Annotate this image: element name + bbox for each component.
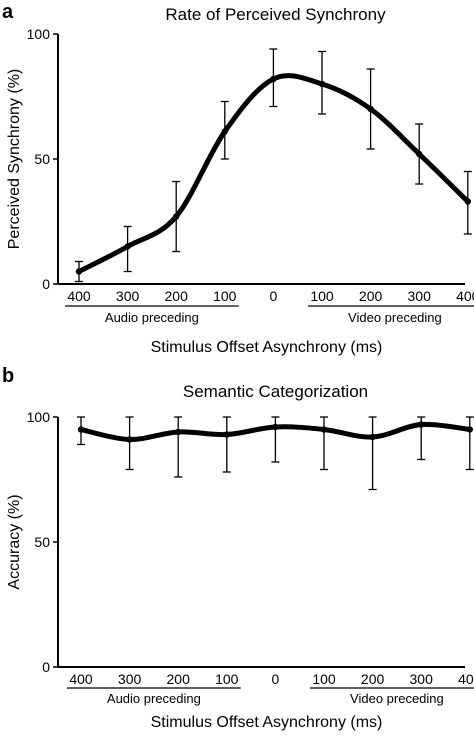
x-tick-label: 300 bbox=[116, 288, 140, 304]
group-label: Audio preceding bbox=[105, 310, 199, 325]
data-point bbox=[369, 433, 376, 441]
x-tick-label: 200 bbox=[359, 288, 383, 304]
data-point bbox=[173, 213, 180, 220]
data-point bbox=[272, 423, 279, 431]
x-tick-label: 200 bbox=[167, 671, 191, 687]
data-point bbox=[223, 431, 230, 438]
x-tick-label: 200 bbox=[165, 288, 189, 304]
y-axis-label: Perceived Synchrony (%) bbox=[6, 69, 23, 250]
x-tick-label: 300 bbox=[410, 671, 434, 687]
x-tick-label: 400 bbox=[69, 671, 93, 687]
data-point bbox=[221, 128, 228, 135]
x-tick-label: 200 bbox=[361, 671, 385, 687]
x-tick-label: 0 bbox=[270, 288, 278, 304]
data-point bbox=[75, 268, 83, 275]
panel-label: a bbox=[2, 1, 14, 23]
group-label: Audio preceding bbox=[107, 691, 201, 706]
data-point bbox=[320, 426, 328, 433]
x-tick-label: 300 bbox=[118, 671, 142, 687]
x-tick-label: 100 bbox=[312, 671, 336, 687]
x-tick-label: 300 bbox=[408, 288, 432, 304]
y-tick-label: 100 bbox=[27, 26, 51, 42]
x-tick-label: 100 bbox=[215, 671, 239, 687]
data-point bbox=[318, 80, 326, 88]
x-tick-label: 100 bbox=[213, 288, 237, 304]
y-axis-label: Accuracy (%) bbox=[6, 494, 23, 589]
data-point bbox=[466, 426, 473, 433]
panel-label: b bbox=[2, 365, 14, 387]
x-tick-label: 400 bbox=[456, 288, 474, 304]
y-tick-label: 50 bbox=[34, 534, 50, 550]
data-point bbox=[77, 426, 85, 433]
x-tick-label: 400 bbox=[67, 288, 91, 304]
data-point bbox=[126, 436, 133, 443]
data-point bbox=[464, 198, 471, 205]
group-label: Video preceding bbox=[350, 691, 444, 706]
y-tick-label: 0 bbox=[42, 276, 50, 292]
data-point bbox=[270, 75, 277, 83]
data-point bbox=[416, 150, 423, 158]
chart-title: Rate of Perceived Synchrony bbox=[165, 5, 386, 24]
panel-b: b Semantic Categorization 0 50 100 Accuracy (… bbox=[2, 365, 474, 731]
x-tick-label: 400 bbox=[458, 671, 474, 687]
chart-title: Semantic Categorization bbox=[183, 382, 368, 401]
data-point bbox=[418, 421, 425, 428]
data-point bbox=[124, 243, 131, 250]
data-point bbox=[367, 105, 374, 113]
y-tick-label: 100 bbox=[27, 409, 51, 425]
group-label: Video preceding bbox=[348, 310, 442, 325]
x-axis-label: Stimulus Offset Asynchrony (ms) bbox=[151, 339, 383, 356]
data-point bbox=[175, 428, 182, 436]
panel-a: a Rate of Perceived Synchrony 0 50 100 Percei… bbox=[2, 1, 474, 356]
x-tick-label: 0 bbox=[272, 671, 280, 687]
x-tick-label: 100 bbox=[310, 288, 334, 304]
y-tick-label: 0 bbox=[42, 659, 50, 675]
y-tick-label: 50 bbox=[34, 151, 50, 167]
x-axis-label: Stimulus Offset Asynchrony (ms) bbox=[151, 714, 383, 731]
